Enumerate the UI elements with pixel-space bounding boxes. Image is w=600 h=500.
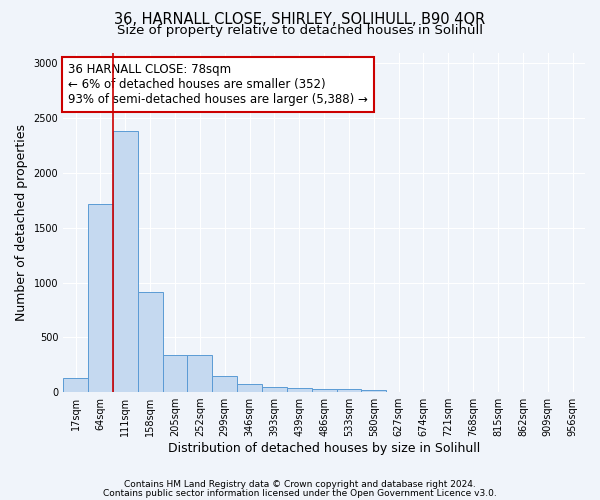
Bar <box>63 378 88 392</box>
Bar <box>163 355 187 392</box>
Bar <box>88 204 113 392</box>
X-axis label: Distribution of detached houses by size in Solihull: Distribution of detached houses by size … <box>168 442 480 455</box>
Bar <box>138 292 163 392</box>
Bar <box>262 386 287 392</box>
Text: Contains public sector information licensed under the Open Government Licence v3: Contains public sector information licen… <box>103 488 497 498</box>
Text: Contains HM Land Registry data © Crown copyright and database right 2024.: Contains HM Land Registry data © Crown c… <box>124 480 476 489</box>
Bar <box>311 389 337 392</box>
Y-axis label: Number of detached properties: Number of detached properties <box>15 124 28 321</box>
Bar <box>212 376 237 392</box>
Text: 36 HARNALL CLOSE: 78sqm
← 6% of detached houses are smaller (352)
93% of semi-de: 36 HARNALL CLOSE: 78sqm ← 6% of detached… <box>68 62 368 106</box>
Bar <box>113 132 138 392</box>
Bar <box>287 388 311 392</box>
Bar <box>237 384 262 392</box>
Bar <box>361 390 386 392</box>
Text: 36, HARNALL CLOSE, SHIRLEY, SOLIHULL, B90 4QR: 36, HARNALL CLOSE, SHIRLEY, SOLIHULL, B9… <box>115 12 485 28</box>
Text: Size of property relative to detached houses in Solihull: Size of property relative to detached ho… <box>117 24 483 37</box>
Bar <box>337 390 361 392</box>
Bar <box>187 355 212 392</box>
